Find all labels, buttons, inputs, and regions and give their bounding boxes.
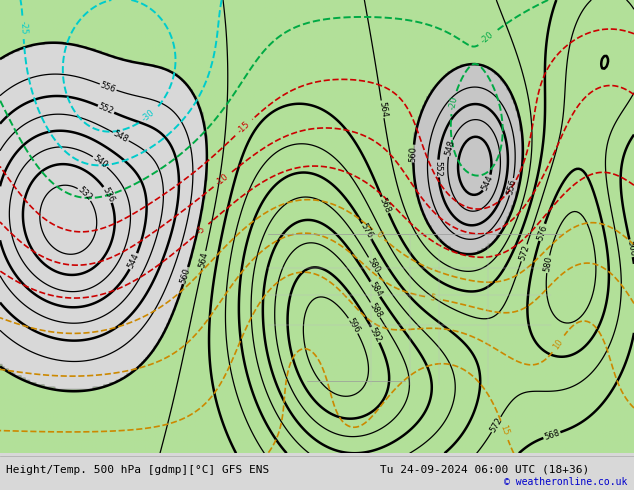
Text: -20: -20: [448, 95, 459, 110]
Text: 5: 5: [429, 293, 436, 303]
Text: 552: 552: [97, 102, 115, 117]
Text: 15: 15: [498, 424, 510, 437]
Text: 592: 592: [368, 326, 383, 344]
Text: -25: -25: [18, 21, 28, 34]
Text: 572: 572: [488, 416, 504, 434]
Text: 564: 564: [377, 101, 388, 118]
Text: 0: 0: [374, 229, 384, 240]
Text: 580: 580: [542, 256, 553, 273]
Text: 564: 564: [198, 251, 210, 269]
Text: 540: 540: [91, 153, 109, 170]
Text: 576: 576: [536, 223, 549, 241]
Text: 544: 544: [481, 174, 495, 192]
Text: 596: 596: [346, 317, 361, 335]
Text: 576: 576: [359, 222, 375, 240]
Text: 560: 560: [409, 146, 418, 162]
Text: 544: 544: [126, 252, 141, 270]
Text: Tu 24-09-2024 06:00 UTC (18+36): Tu 24-09-2024 06:00 UTC (18+36): [380, 465, 590, 475]
Text: -30: -30: [140, 108, 157, 124]
Text: -15: -15: [236, 120, 252, 135]
Text: -20: -20: [480, 30, 496, 46]
Text: 580: 580: [365, 256, 381, 274]
Text: 548: 548: [112, 129, 130, 144]
Text: 536: 536: [100, 185, 116, 204]
Text: 588: 588: [367, 301, 384, 319]
Text: 556: 556: [505, 178, 518, 196]
Text: 556: 556: [99, 80, 117, 94]
Text: 572: 572: [517, 244, 531, 262]
Text: 552: 552: [434, 161, 443, 176]
Text: 584: 584: [367, 280, 384, 298]
Text: -10: -10: [214, 172, 231, 187]
Text: -5: -5: [195, 224, 207, 236]
Text: 568: 568: [543, 428, 561, 442]
Text: 548: 548: [444, 139, 456, 157]
Text: 532: 532: [76, 185, 94, 203]
Text: 10: 10: [552, 337, 565, 351]
Text: 560: 560: [179, 267, 192, 285]
Text: 568: 568: [378, 196, 392, 214]
Text: 568: 568: [625, 240, 634, 257]
Text: Height/Temp. 500 hPa [gdmp][°C] GFS ENS: Height/Temp. 500 hPa [gdmp][°C] GFS ENS: [6, 465, 269, 475]
Text: © weatheronline.co.uk: © weatheronline.co.uk: [504, 477, 628, 487]
